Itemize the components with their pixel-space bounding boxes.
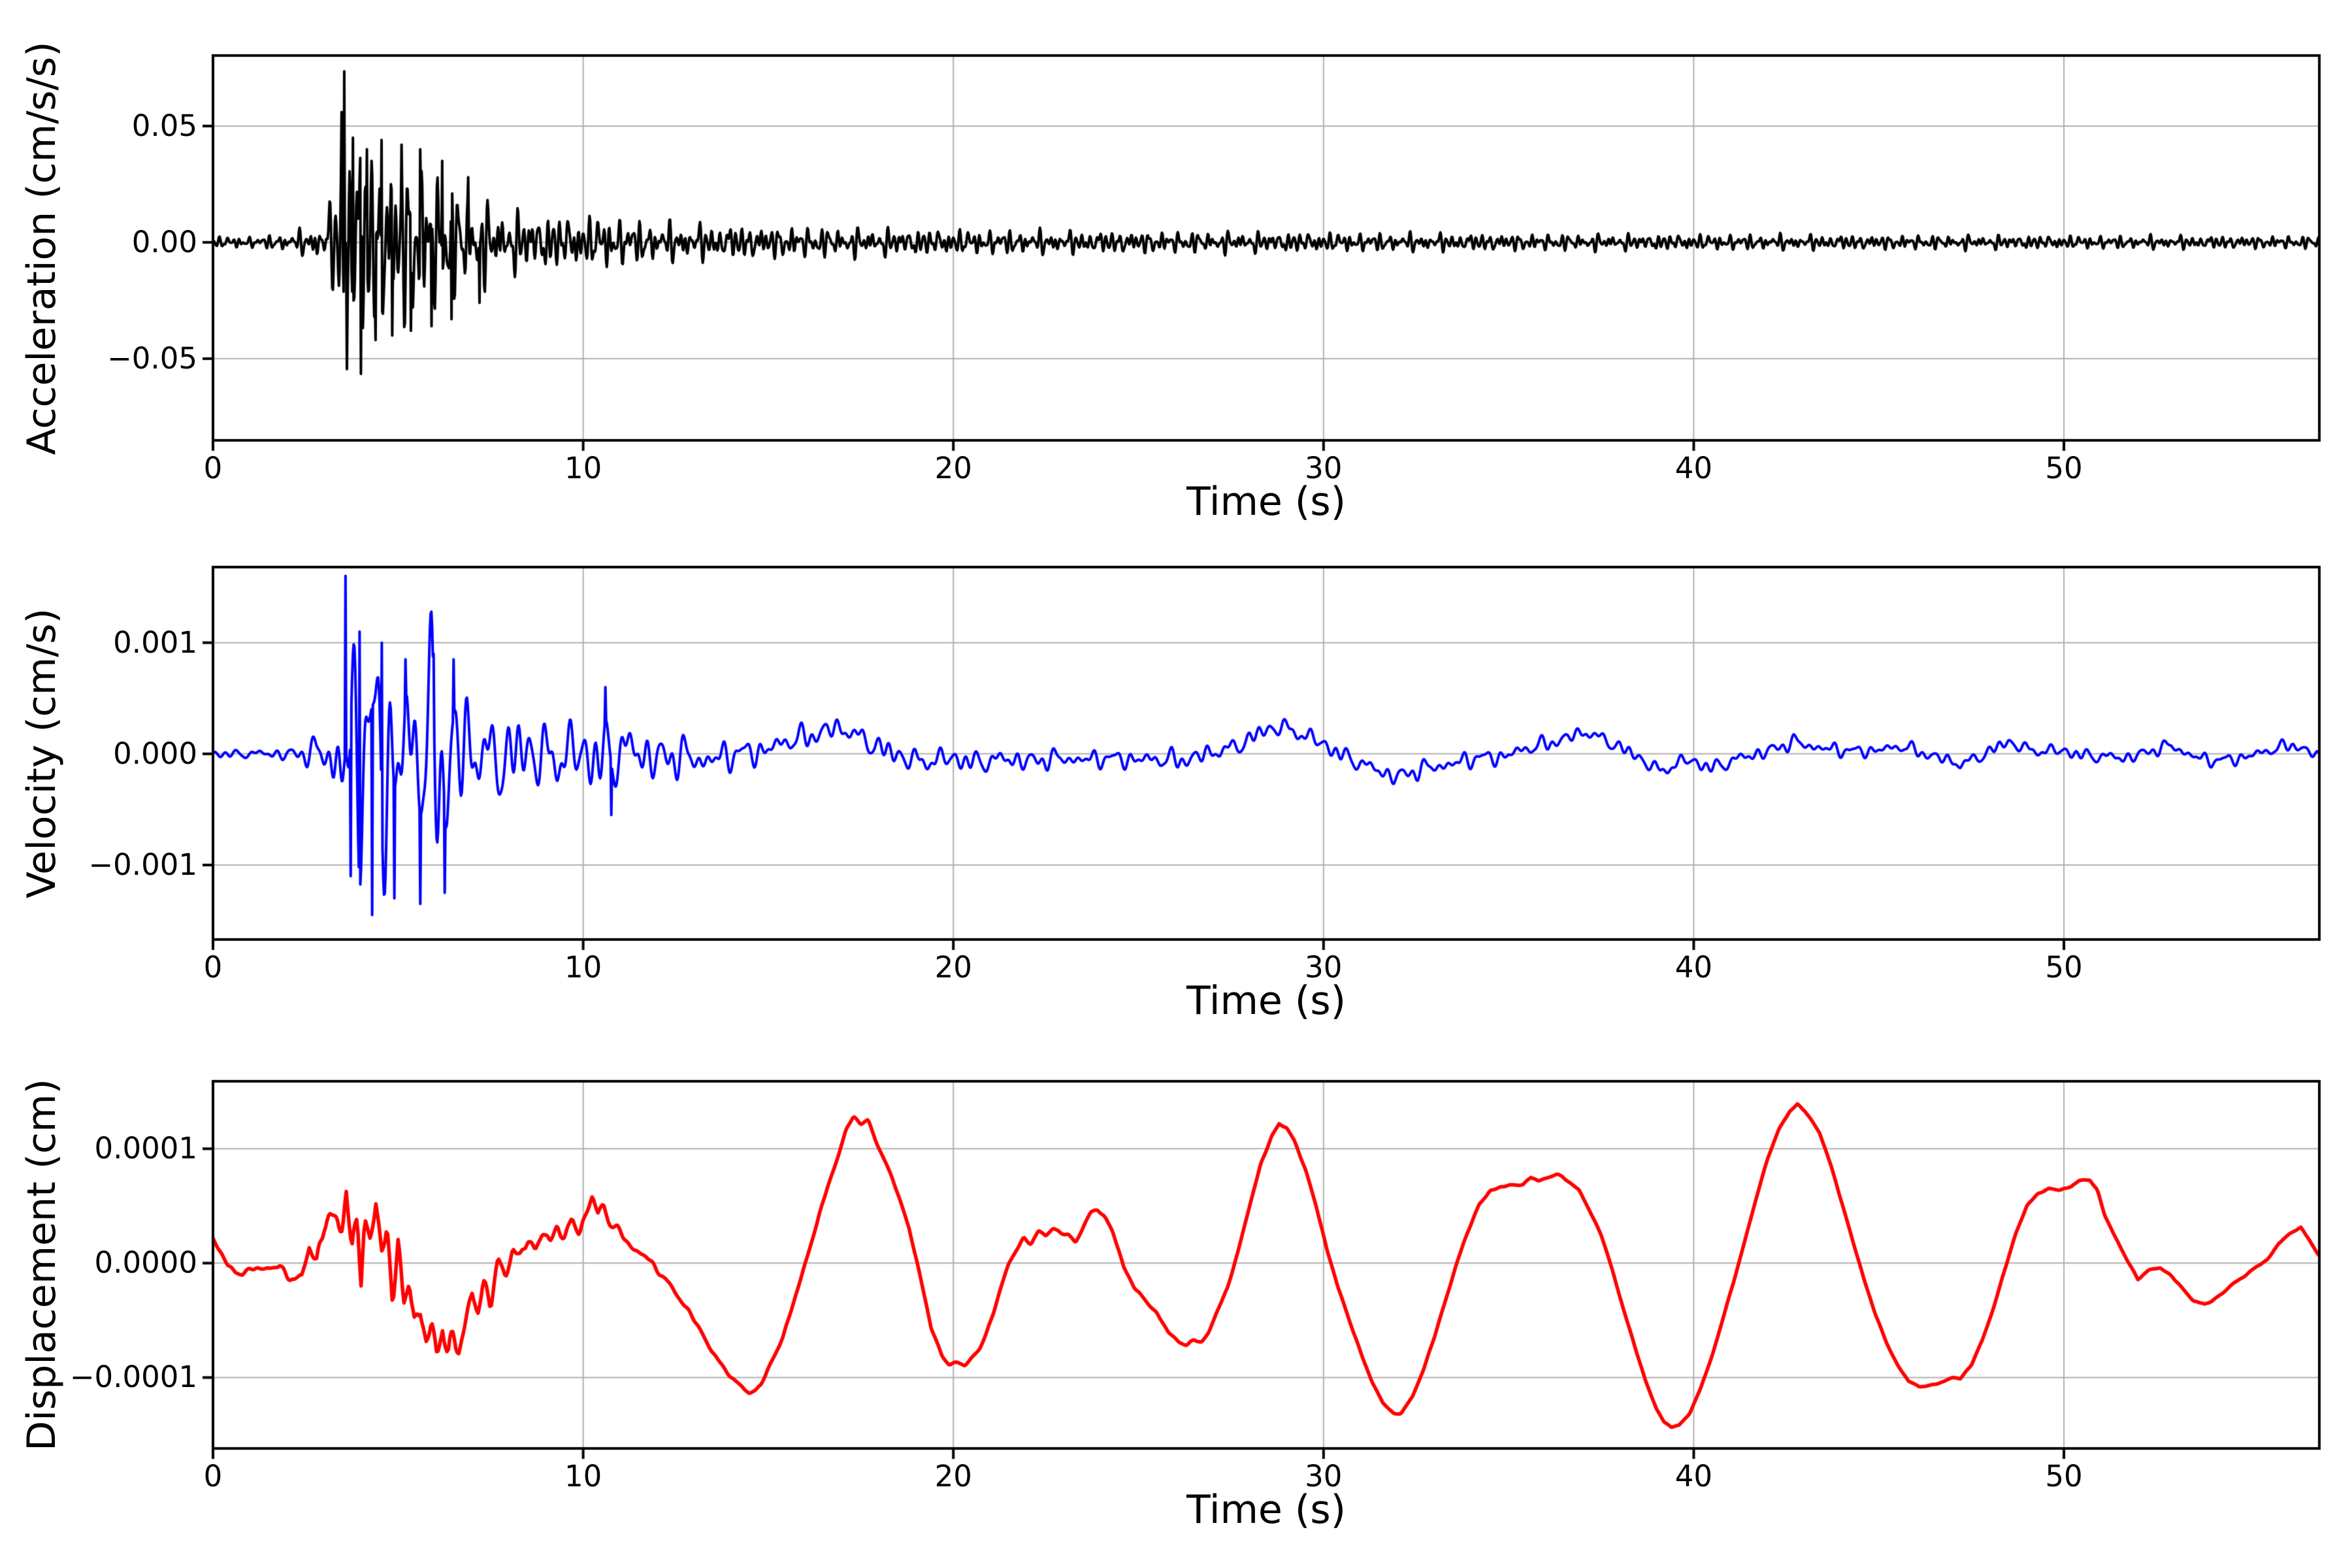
x-axis-label-acceleration: Time (s)	[1186, 479, 1346, 525]
x-tick-label-velocity-30: 30	[1305, 950, 1343, 985]
x-tick-label-displacement-40: 40	[1674, 1459, 1713, 1494]
x-tick-label-velocity-0: 0	[203, 950, 223, 985]
x-tick-label-velocity-20: 20	[934, 950, 972, 985]
x-tick-label-displacement-50: 50	[2045, 1459, 2083, 1494]
x-tick-label-velocity-10: 10	[564, 950, 602, 985]
x-tick-label-acceleration-10: 10	[564, 451, 602, 485]
x-tick-label-velocity-40: 40	[1674, 950, 1713, 985]
x-tick-label-displacement-20: 20	[934, 1459, 972, 1494]
x-tick-label-acceleration-40: 40	[1674, 451, 1713, 485]
y-tick-label-velocity-0.001: 0.001	[113, 625, 197, 660]
x-axis-label-displacement: Time (s)	[1186, 1487, 1346, 1533]
y-tick-label-displacement-−0.0001: −0.0001	[69, 1360, 197, 1395]
x-tick-label-acceleration-0: 0	[203, 451, 223, 485]
x-tick-label-velocity-50: 50	[2045, 950, 2083, 985]
y-tick-label-velocity-0.000: 0.000	[113, 736, 197, 771]
y-tick-label-acceleration-0.00: 0.00	[131, 224, 197, 259]
x-tick-label-displacement-0: 0	[203, 1459, 223, 1494]
y-tick-label-acceleration-0.05: 0.05	[131, 108, 197, 143]
x-tick-label-acceleration-50: 50	[2045, 451, 2083, 485]
x-tick-label-acceleration-30: 30	[1305, 451, 1343, 485]
x-tick-label-displacement-30: 30	[1305, 1459, 1343, 1494]
x-tick-label-displacement-10: 10	[564, 1459, 602, 1494]
y-tick-label-displacement-0.0001: 0.0001	[94, 1131, 197, 1166]
x-axis-label-velocity: Time (s)	[1186, 978, 1346, 1024]
x-tick-label-acceleration-20: 20	[934, 451, 972, 485]
y-tick-label-velocity-−0.001: −0.001	[88, 847, 197, 882]
y-tick-label-displacement-0.0000: 0.0000	[94, 1245, 197, 1281]
y-tick-label-acceleration-−0.05: −0.05	[107, 341, 197, 376]
